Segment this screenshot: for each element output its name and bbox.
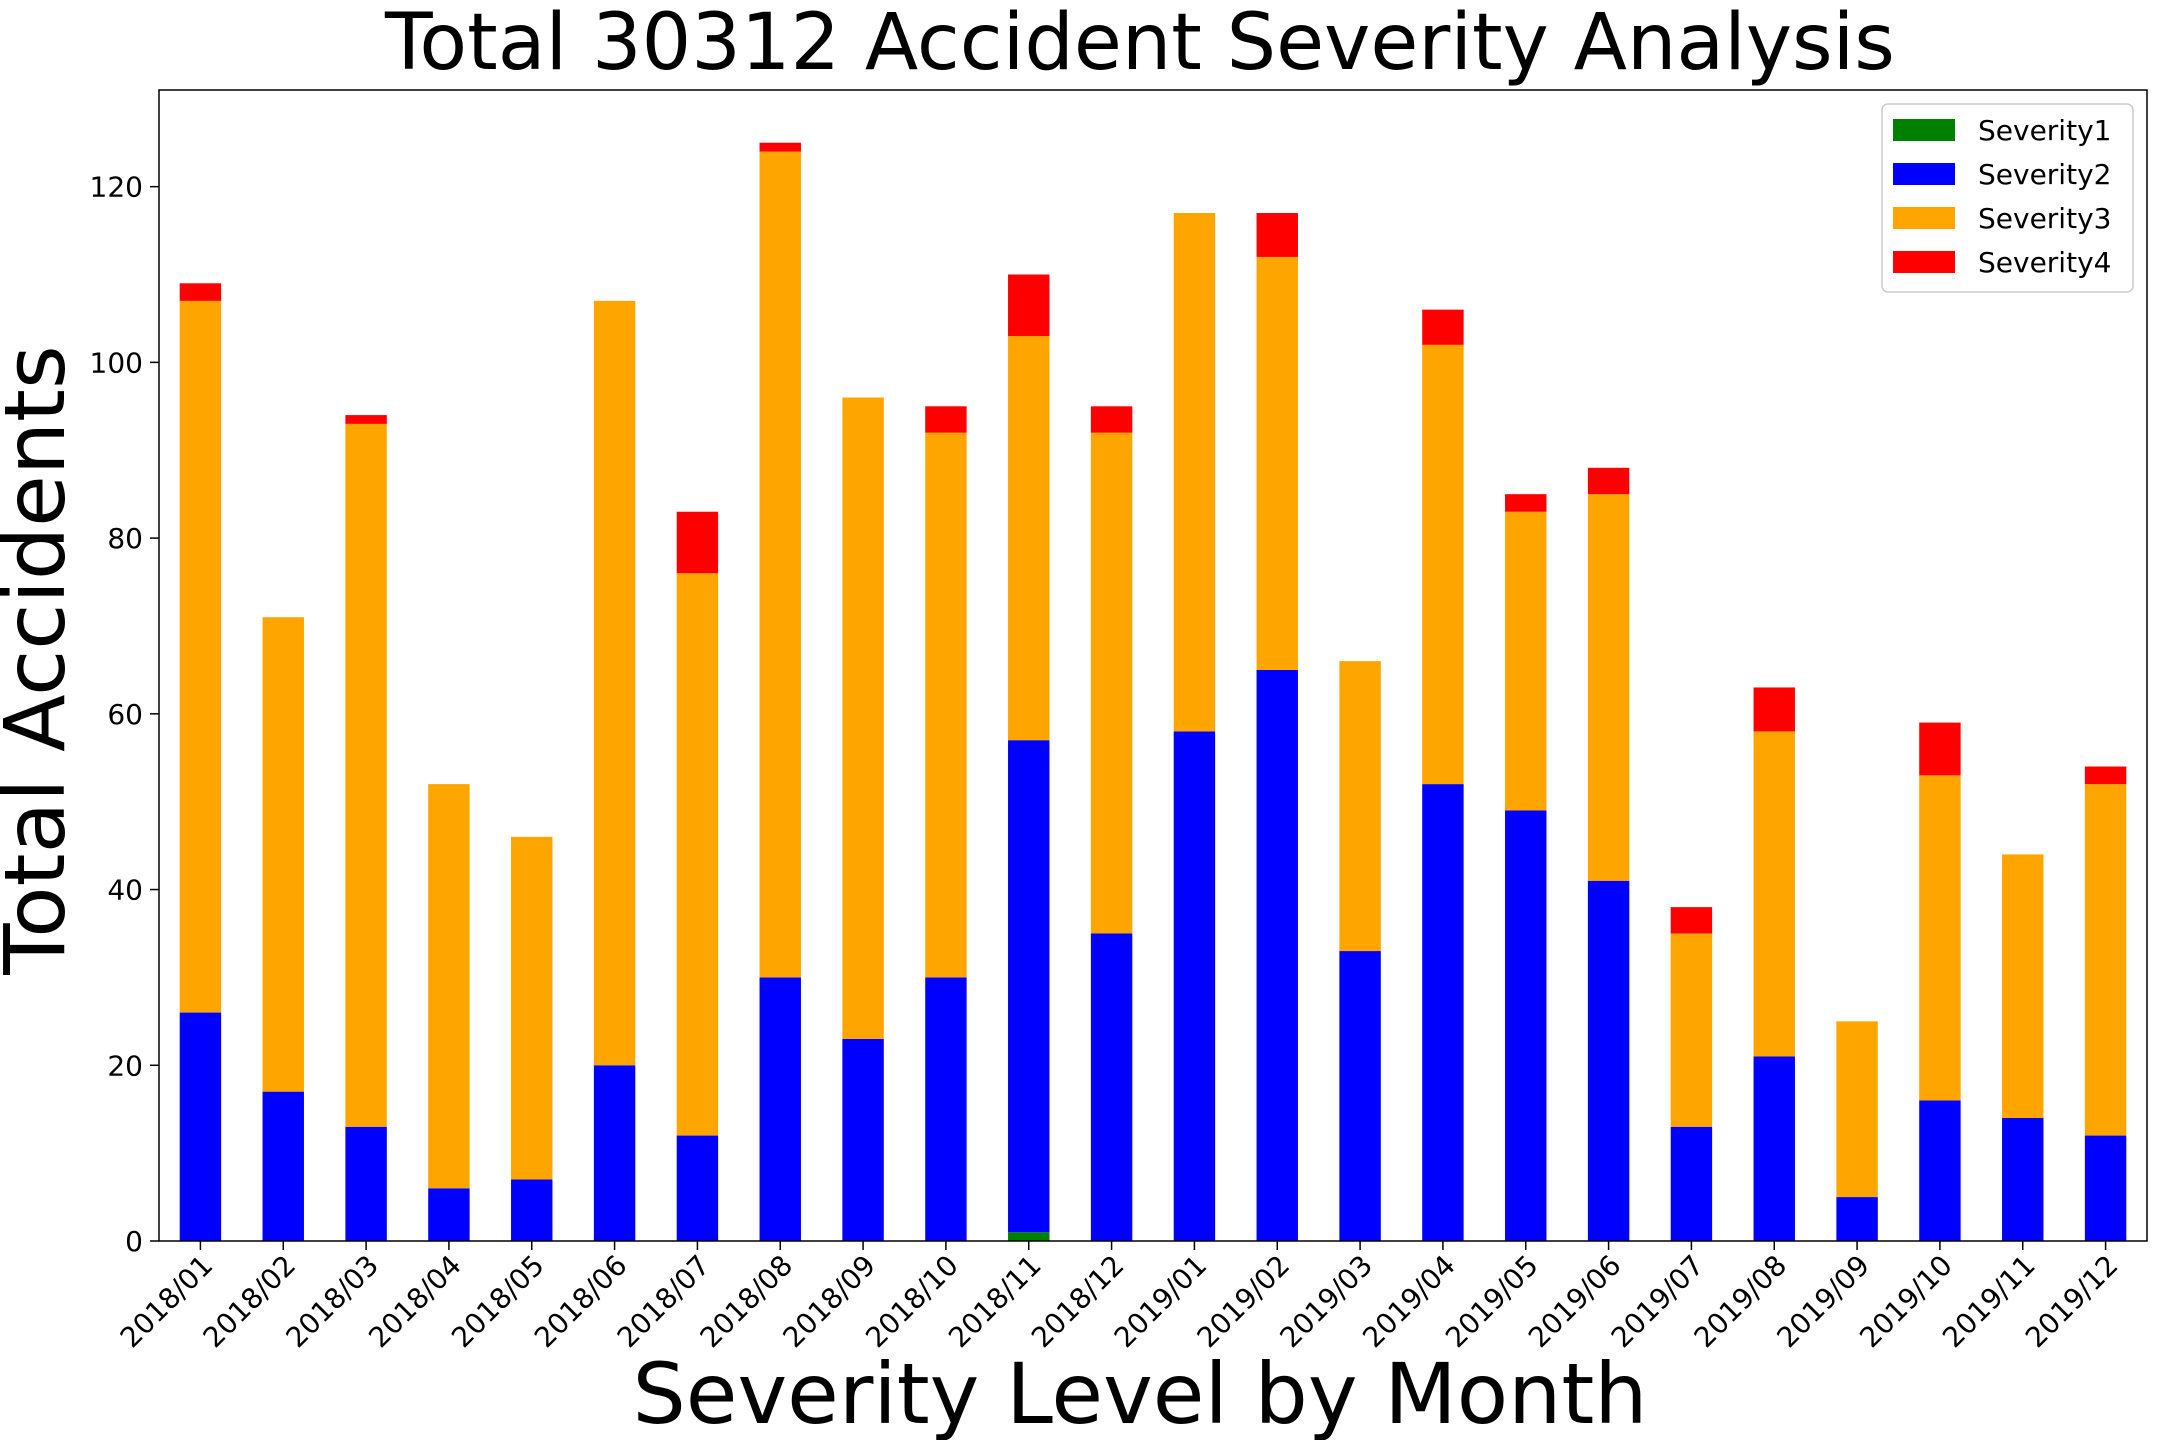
bar-severity4-2019-10[interactable] [1919,722,1961,776]
bar-severity2-2019-01[interactable] [1173,731,1216,1241]
bar-severity2-2018-12[interactable] [1090,933,1133,1241]
bar-severity4-2018-07[interactable] [676,511,719,574]
bar-severity2-2019-10[interactable] [1919,1100,1961,1241]
y-tick-label: 20 [107,1049,143,1082]
bar-severity3-2019-05[interactable] [1505,511,1547,811]
bar-severity3-2018-05[interactable] [511,836,553,1180]
bar-severity4-2019-02[interactable] [1256,213,1298,257]
bar-severity4-2019-06[interactable] [1587,467,1630,495]
bar-severity3-2018-09[interactable] [842,397,884,1039]
legend-label-severity4: Severity4 [1978,246,2111,279]
bar-severity3-2018-07[interactable] [676,573,719,1136]
legend-swatch-severity3 [1893,207,1955,229]
bar-severity3-2019-03[interactable] [1339,661,1381,952]
bar-severity1-2018-11[interactable] [1008,1232,1050,1241]
legend-swatch-severity1 [1893,119,1955,141]
bar-severity2-2019-02[interactable] [1256,669,1298,1241]
bar-severity2-2018-08[interactable] [759,977,801,1241]
bar-severity2-2018-07[interactable] [676,1135,719,1241]
bar-severity3-2019-02[interactable] [1256,256,1298,670]
bar-severity2-2018-03[interactable] [345,1126,387,1241]
y-tick-label: 80 [107,522,143,555]
x-tick-label: 2019/12 [2019,1249,2125,1355]
x-axis-label: Severity Level by Month [632,1345,1647,1440]
bar-severity2-2019-03[interactable] [1339,951,1381,1241]
legend-swatch-severity4 [1893,251,1955,273]
bar-severity4-2018-08[interactable] [759,142,801,152]
bar-severity2-2018-09[interactable] [842,1038,884,1241]
bar-severity2-2018-01[interactable] [179,1012,222,1241]
bar-severity2-2018-11[interactable] [1008,740,1050,1233]
bar-severity2-2018-04[interactable] [428,1188,470,1241]
legend-label-severity3: Severity3 [1978,202,2111,235]
bar-severity3-2018-10[interactable] [925,432,967,978]
legend-label-severity2: Severity2 [1978,158,2111,191]
bar-severity2-2018-06[interactable] [593,1065,636,1241]
bar-severity3-2018-01[interactable] [179,300,222,1013]
bar-severity3-2018-12[interactable] [1090,432,1133,934]
bar-severity3-2018-11[interactable] [1008,336,1050,741]
legend-swatch-severity2 [1893,163,1955,185]
plot-frame [158,89,2148,1242]
bar-severity4-2018-03[interactable] [345,415,387,424]
bar-severity2-2019-04[interactable] [1422,784,1464,1241]
bar-severity2-2018-10[interactable] [925,977,967,1241]
bar-severity4-2019-07[interactable] [1670,907,1713,934]
bar-severity3-2019-12[interactable] [2084,784,2127,1136]
bar-severity4-2018-11[interactable] [1008,274,1050,337]
bar-severity3-2019-07[interactable] [1670,933,1713,1127]
bar-severity3-2019-11[interactable] [2002,854,2044,1118]
bar-severity2-2019-07[interactable] [1670,1126,1713,1241]
bar-severity2-2019-06[interactable] [1587,880,1630,1241]
y-tick-label: 0 [125,1225,143,1258]
bar-severity3-2019-09[interactable] [1836,1021,1878,1198]
plot-area: 0204060801001202018/012018/022018/032018… [90,89,2148,1355]
bar-severity2-2019-11[interactable] [2002,1117,2044,1241]
chart-title: Total 30312 Accident Severity Analysis [384,0,1895,88]
bar-severity2-2019-09[interactable] [1836,1197,1878,1241]
bar-severity2-2019-05[interactable] [1505,810,1547,1241]
bar-severity4-2019-08[interactable] [1753,687,1795,732]
bar-severity3-2019-04[interactable] [1422,344,1464,785]
bar-severity2-2018-02[interactable] [262,1091,304,1241]
legend-box [1881,103,2134,293]
bar-severity4-2019-04[interactable] [1422,309,1464,345]
bar-severity2-2019-12[interactable] [2084,1135,2127,1241]
bar-severity3-2018-02[interactable] [262,617,304,1092]
y-tick-label: 100 [90,346,143,379]
bar-severity4-2018-12[interactable] [1090,406,1133,433]
bar-severity3-2018-08[interactable] [759,151,801,978]
y-tick-label: 40 [107,874,143,907]
bar-severity2-2019-08[interactable] [1753,1056,1795,1241]
bars [179,142,2127,1242]
bar-severity2-2018-05[interactable] [511,1179,553,1242]
legend: Severity1 Severity2 Severity3 Severity4 [1881,103,2134,293]
legend-label-severity1: Severity1 [1978,114,2111,147]
bar-severity4-2018-01[interactable] [179,283,222,301]
bar-severity3-2018-06[interactable] [593,300,636,1066]
bar-severity3-2019-10[interactable] [1919,775,1961,1101]
bar-severity4-2019-12[interactable] [2084,766,2127,785]
y-tick-label: 120 [90,171,143,204]
y-axis-label: Total Accidents [0,345,84,976]
bar-severity3-2019-06[interactable] [1587,494,1630,881]
y-tick-label: 60 [107,698,143,731]
bar-severity3-2019-08[interactable] [1753,731,1795,1057]
bar-severity3-2019-01[interactable] [1173,213,1216,732]
bar-severity4-2019-05[interactable] [1505,494,1547,512]
bar-severity3-2018-03[interactable] [345,423,387,1127]
bar-severity3-2018-04[interactable] [428,784,470,1189]
bar-severity4-2018-10[interactable] [925,406,967,433]
